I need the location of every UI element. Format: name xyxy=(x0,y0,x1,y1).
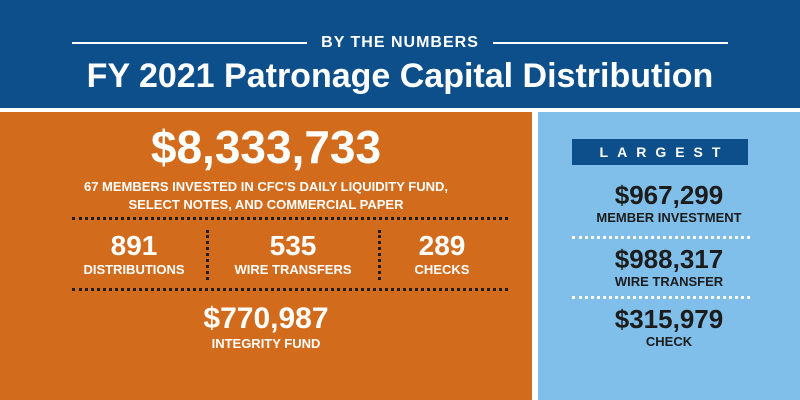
largest-value: $967,299 xyxy=(614,180,724,210)
total-amount: $8,333,733 xyxy=(150,121,382,173)
stat-checks: 289 CHECKS xyxy=(388,230,496,278)
page-title: FY 2021 Patronage Capital Distribution xyxy=(86,57,714,95)
largest-panel: LARGEST $967,299 MEMBER INVESTMENT $988,… xyxy=(538,112,800,400)
stat-value: $770,987 xyxy=(203,302,329,335)
total-description: 67 MEMBERS INVESTED IN CFC'S DAILY LIQUI… xyxy=(0,178,532,214)
stat-label: CHECKS xyxy=(414,262,470,277)
stat-distributions: 891 DISTRIBUTIONS xyxy=(70,230,198,278)
stat-value: 289 xyxy=(418,230,466,261)
dotted-divider-bottom xyxy=(72,288,508,291)
largest-value: $988,317 xyxy=(614,244,724,274)
stat-label: INTEGRITY FUND xyxy=(211,336,321,351)
stat-label: WIRE TRANSFERS xyxy=(234,262,352,277)
kicker-line-left xyxy=(72,42,308,44)
stat-wire-transfers: 535 WIRE TRANSFERS xyxy=(214,230,372,278)
dotted-divider-right-2 xyxy=(572,296,750,299)
dotted-divider-right-1 xyxy=(572,236,750,239)
total-description-line-2: SELECT NOTES, AND COMMERCIAL PAPER xyxy=(128,197,404,212)
largest-badge: LARGEST xyxy=(572,139,748,165)
stat-value: 535 xyxy=(269,230,317,261)
kicker-row: BY THE NUMBERS xyxy=(72,30,728,56)
kicker-text: BY THE NUMBERS xyxy=(321,34,479,51)
largest-member-investment: $967,299 MEMBER INVESTMENT xyxy=(538,180,800,226)
largest-label: WIRE TRANSFER xyxy=(614,274,724,289)
largest-check: $315,979 CHECK xyxy=(538,304,800,350)
dotted-divider-top xyxy=(72,217,508,220)
stat-value: 891 xyxy=(110,230,158,261)
largest-wire-transfer: $988,317 WIRE TRANSFER xyxy=(538,244,800,290)
kicker-line-right xyxy=(492,42,728,44)
dotted-divider-vertical-1 xyxy=(206,230,209,280)
stat-label: DISTRIBUTIONS xyxy=(83,262,185,277)
stat-integrity-fund: $770,987 INTEGRITY FUND xyxy=(166,302,366,352)
largest-label: CHECK xyxy=(645,334,693,349)
total-description-line-1: 67 MEMBERS INVESTED IN CFC'S DAILY LIQUI… xyxy=(83,179,448,194)
largest-value: $315,979 xyxy=(614,304,724,334)
header-banner: BY THE NUMBERS FY 2021 Patronage Capital… xyxy=(0,0,800,108)
largest-label: MEMBER INVESTMENT xyxy=(596,210,742,225)
dotted-divider-vertical-2 xyxy=(378,230,381,280)
distribution-panel: $8,333,733 67 MEMBERS INVESTED IN CFC'S … xyxy=(0,112,532,400)
